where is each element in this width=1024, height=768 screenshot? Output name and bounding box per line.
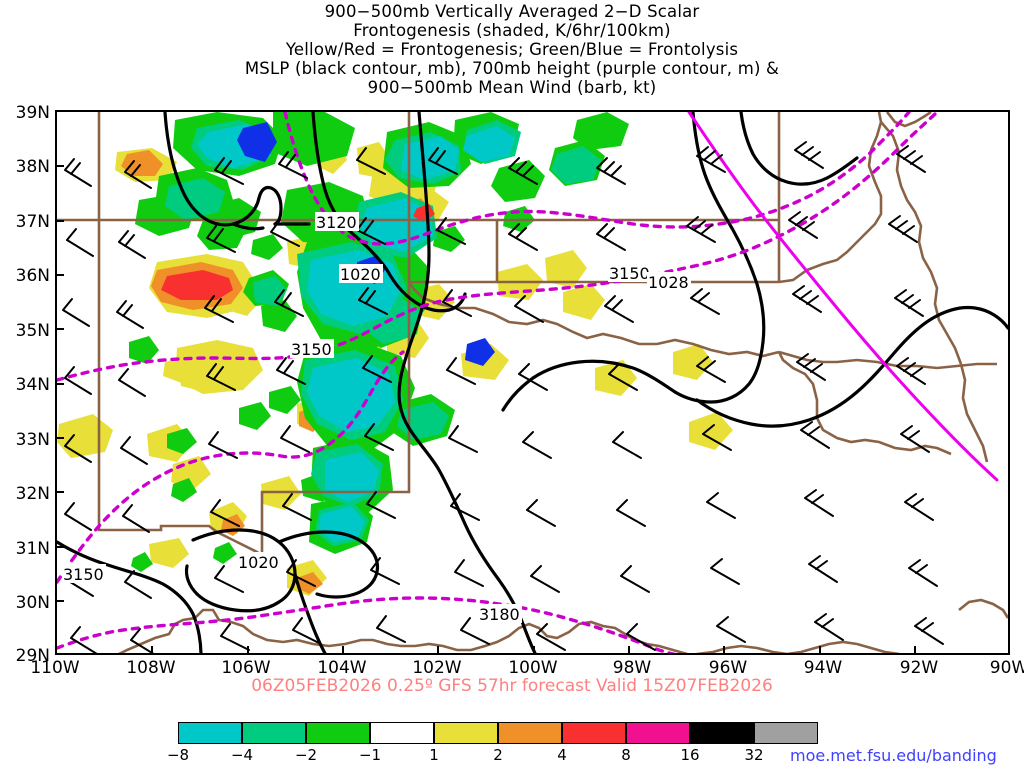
y-tick-36N: 36N [15,266,50,286]
colorbar-tick-4: 4 [557,746,567,764]
label-1020-b: 1020 [238,553,279,572]
x-tick-90W: 90W [989,658,1024,678]
y-tick-39N: 39N [15,103,50,123]
colorbar-tick--2: −2 [294,746,318,764]
colorbar-segment-1-2 [498,722,562,744]
colorbar-segment-4-2 [306,722,370,744]
x-tick-108W: 108W [126,658,176,678]
colorbar-tick-16: 16 [680,746,700,764]
y-tick-33N: 33N [15,430,50,450]
title-line-2: Frontogenesis (shaded, K/6hr/100km) [353,21,671,40]
colorbar-segment-4-8 [626,722,690,744]
chart-title-block: 900−500mb Vertically Averaged 2−D Scalar… [0,2,1024,97]
y-tick-31N: 31N [15,539,50,559]
x-tick-100W: 100W [508,658,558,678]
wind-barbs [62,141,944,653]
map-plot-area[interactable]: 3120 1020 3150 3150 1028 3150 1020 3180 [55,110,1010,655]
title-line-4: MSLP (black contour, mb), 700mb height (… [244,59,780,78]
y-tick-35N: 35N [15,321,50,341]
source-watermark[interactable]: moe.met.fsu.edu/banding [790,746,997,765]
colorbar-segment-16-32 [754,722,818,744]
label-3150-b: 3150 [609,264,650,283]
colorbar[interactable]: −8 −4 −2 −1 1 2 4 8 16 32 [167,722,818,764]
contour-labels: 3120 1020 3150 3150 1028 3150 1020 3180 [62,212,691,624]
axis-ticks [57,165,916,653]
label-3120: 3120 [316,213,357,232]
colorbar-tick--4: −4 [230,746,254,764]
y-tick-29N: 29N [15,646,50,666]
title-line-3: Yellow/Red = Frontogenesis; Green/Blue =… [285,40,739,59]
x-tick-106W: 106W [221,658,271,678]
x-tick-104W: 104W [317,658,367,678]
title-line-1: 900−500mb Vertically Averaged 2−D Scalar [324,2,700,21]
x-tick-102W: 102W [412,658,462,678]
y-tick-30N: 30N [15,593,50,613]
x-tick-110W: 110W [30,658,80,678]
colorbar-segment-8-16 [690,722,754,744]
y-tick-32N: 32N [15,484,50,504]
label-3150-a: 3150 [291,340,332,359]
x-tick-94W: 94W [803,658,843,678]
title-line-5: 900−500mb Mean Wind (barb, kt) [367,78,657,97]
colorbar-segment-1-1 [434,722,498,744]
x-tick-98W: 98W [612,658,652,678]
colorbar-tick--1: −1 [358,746,382,764]
colorbar-segment-lt-8 [178,722,242,744]
colorbar-tick-32: 32 [744,746,764,764]
label-3150-c: 3150 [63,565,104,584]
y-tick-34N: 34N [15,375,50,395]
label-3180: 3180 [479,605,520,624]
colorbar-tick-2: 2 [493,746,503,764]
y-tick-38N: 38N [15,157,50,177]
state-borders [57,112,1008,653]
colorbar-segment-2-1 [370,722,434,744]
x-tick-96W: 96W [708,658,748,678]
colorbar-tick-8: 8 [621,746,631,764]
colorbar-tick--8: −8 [166,746,190,764]
map-svg: 3120 1020 3150 3150 1028 3150 1020 3180 [57,112,1008,653]
mslp-contours [57,112,1008,653]
y-tick-37N: 37N [15,212,50,232]
wind-barb [62,141,944,653]
label-1020-a: 1020 [340,265,381,284]
colorbar-segment-8-4 [242,722,306,744]
x-tick-92W: 92W [899,658,939,678]
label-1028: 1028 [648,273,689,292]
frontogenesis-shading [57,112,733,596]
forecast-caption: 06Z05FEB2026 0.25º GFS 57hr forecast Val… [251,676,773,696]
colorbar-segment-2-4 [562,722,626,744]
colorbar-tick-1: 1 [429,746,439,764]
